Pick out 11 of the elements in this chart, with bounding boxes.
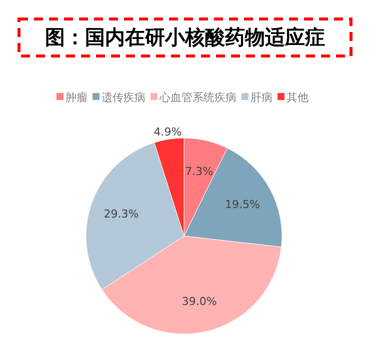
chart-title: 图：国内在研小核酸药物适应症 — [45, 25, 325, 49]
data-label: 39.0% — [182, 294, 217, 308]
data-label: 7.3% — [185, 165, 214, 178]
data-label: 29.3% — [104, 208, 139, 221]
data-label: 4.9% — [154, 125, 182, 138]
legend-label: 肝病 — [250, 91, 272, 104]
legend-label: 肿瘤 — [66, 91, 88, 104]
legend-label: 心血管系统疾病 — [158, 91, 236, 104]
legend-label: 遗传疾病 — [102, 91, 146, 104]
data-label: 19.5% — [225, 198, 260, 212]
legend-label: 其他 — [286, 91, 308, 104]
